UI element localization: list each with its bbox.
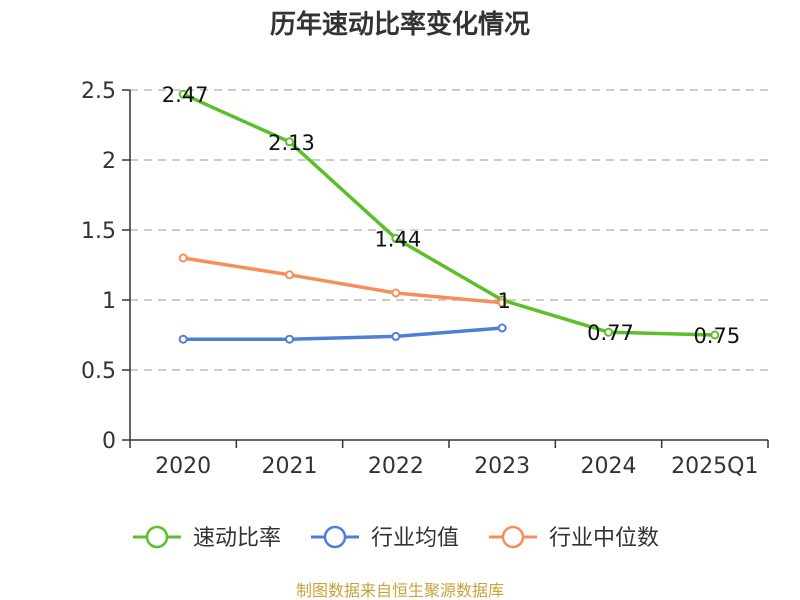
series-line-0 — [181, 92, 717, 337]
data-point[interactable] — [285, 334, 294, 344]
legend-marker — [145, 525, 169, 549]
series-line-1 — [181, 326, 504, 341]
chart-title: 历年速动比率变化情况 — [270, 9, 530, 40]
data-point[interactable] — [391, 288, 401, 298]
x-tick-label: 2023 — [474, 454, 530, 479]
legend-label: 行业均值 — [371, 526, 459, 551]
x-tick-label: 2022 — [368, 454, 424, 479]
grid — [130, 89, 768, 371]
legend-item-1[interactable]: 行业均值 — [311, 525, 459, 551]
data-label: 2.47 — [162, 83, 209, 107]
x-tick-label: 2021 — [262, 454, 318, 479]
data-point[interactable] — [178, 89, 188, 99]
data-point[interactable] — [604, 327, 613, 337]
data-label: 0.77 — [587, 321, 634, 345]
data-point[interactable] — [285, 137, 294, 147]
data-point[interactable] — [391, 331, 401, 341]
legend-item-2[interactable]: 行业中位数 — [489, 525, 659, 551]
y-tick-label: 0 — [102, 429, 116, 454]
data-label: 0.75 — [693, 324, 740, 348]
data-label: 1.44 — [374, 227, 421, 251]
y-tick-label: 0.5 — [81, 359, 116, 384]
data-point[interactable] — [285, 270, 294, 280]
y-tick-label: 1 — [102, 289, 116, 314]
data-point[interactable] — [497, 323, 507, 333]
data-label: 2.13 — [268, 131, 315, 155]
data-point[interactable] — [391, 233, 401, 243]
legend-label: 速动比率 — [193, 526, 281, 551]
legend-label: 行业中位数 — [549, 526, 659, 551]
legend-marker — [501, 525, 525, 549]
axes: 0 0.5 1 1.5 2 2.5 2020 2021 2022 2023 2024 2025Q1 — [81, 79, 769, 479]
data-point[interactable] — [178, 253, 188, 263]
data-labels: 2.47 2.13 1.44 1 0.77 0.75 — [162, 83, 740, 348]
series — [178, 89, 720, 344]
x-tick-label: 2025Q1 — [671, 454, 758, 479]
series-line-2 — [181, 256, 504, 305]
x-tick-label: 2024 — [581, 454, 637, 479]
data-point[interactable] — [497, 298, 507, 308]
legend-marker — [323, 525, 347, 549]
x-tick-label: 2020 — [155, 454, 211, 479]
y-tick-label: 2 — [102, 149, 116, 174]
y-tick-label: 2.5 — [81, 79, 116, 104]
source-note: 制图数据来自恒生聚源数据库 — [296, 581, 504, 600]
data-point[interactable] — [178, 334, 188, 344]
legend[interactable]: 速动比率 行业均值 行业中位数 — [133, 525, 659, 551]
data-point[interactable] — [710, 330, 720, 340]
data-label: 1 — [497, 289, 510, 313]
legend-item-0[interactable]: 速动比率 — [133, 525, 281, 551]
y-tick-label: 1.5 — [81, 219, 116, 244]
